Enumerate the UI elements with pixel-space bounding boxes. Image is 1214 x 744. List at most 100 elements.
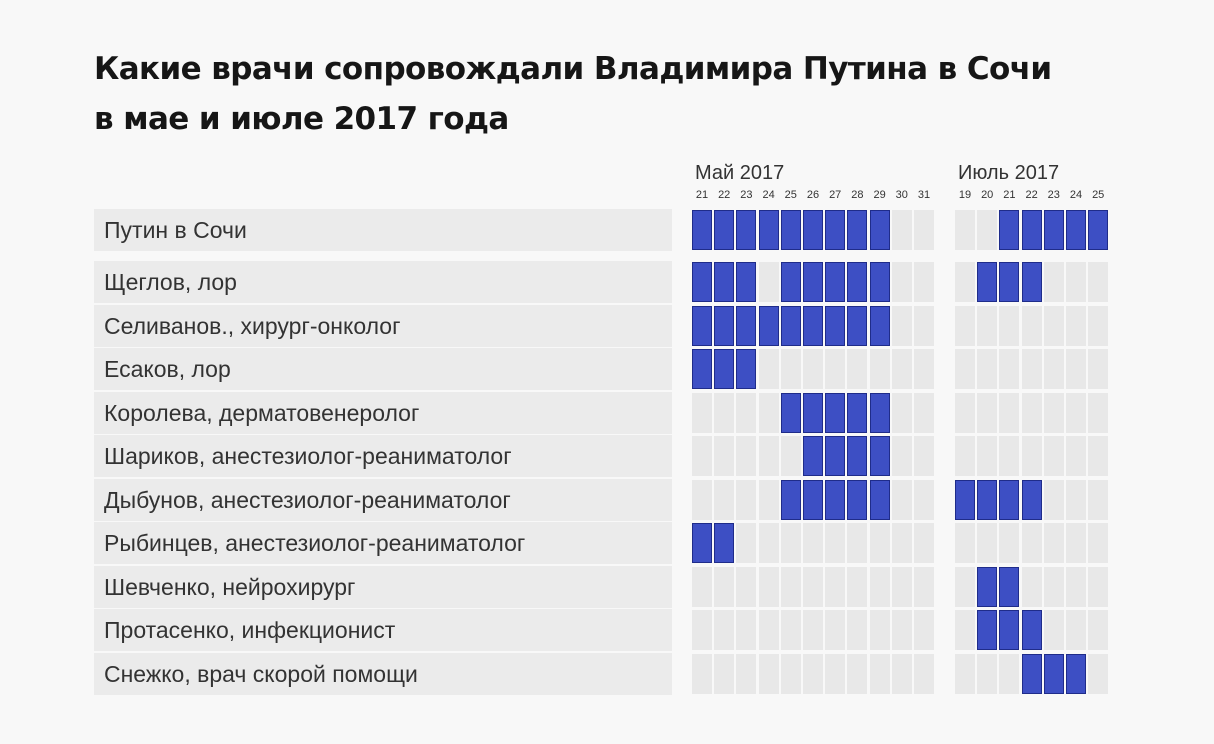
day-label: 25: [1092, 189, 1105, 201]
cell-present: [1021, 610, 1042, 650]
cell-absent: [977, 210, 998, 250]
cell-present: [692, 262, 712, 302]
cell-absent: [869, 653, 890, 694]
row-label: Шариков, анестезиолог-реаниматолог: [94, 435, 672, 477]
cell-absent: [1021, 392, 1042, 433]
cell-absent: [1066, 566, 1086, 607]
cell-absent: [999, 305, 1020, 346]
cell-absent: [977, 392, 998, 433]
day-label: 25: [784, 189, 797, 201]
cell-absent: [1088, 479, 1109, 520]
cell-absent: [977, 653, 998, 694]
day-label: 23: [1047, 189, 1060, 201]
cell-absent: [977, 523, 998, 563]
cell-present: [825, 262, 846, 302]
cell-absent: [780, 653, 801, 694]
month-label: Май 2017: [695, 162, 785, 184]
cell-absent: [714, 392, 735, 433]
cell-absent: [758, 262, 779, 302]
cell-absent: [847, 523, 868, 563]
row-label: Рыбинцев, анестезиолог-реаниматолог: [94, 522, 672, 564]
cell-present: [803, 210, 823, 250]
cell-absent: [1066, 392, 1086, 433]
cell-absent: [955, 305, 975, 346]
cell-absent: [758, 523, 779, 563]
cell-absent: [999, 436, 1020, 476]
cell-absent: [758, 610, 779, 650]
cell-present: [999, 610, 1020, 650]
cell-absent: [955, 392, 975, 433]
cell-absent: [758, 436, 779, 476]
cell-absent: [891, 349, 912, 389]
cell-present: [977, 479, 998, 520]
cell-present: [803, 479, 823, 520]
cell-absent: [1088, 566, 1109, 607]
cell-present: [869, 210, 890, 250]
cell-absent: [891, 210, 912, 250]
cell-absent: [758, 566, 779, 607]
cell-present: [736, 349, 757, 389]
day-label: 31: [917, 189, 931, 201]
cell-present: [825, 392, 846, 433]
day-label: 29: [873, 189, 886, 201]
cell-present: [825, 479, 846, 520]
cell-absent: [714, 653, 735, 694]
cell-absent: [955, 566, 975, 607]
cell-absent: [714, 610, 735, 650]
cell-absent: [758, 349, 779, 389]
cell-absent: [780, 436, 801, 476]
cell-absent: [692, 436, 712, 476]
chart-title-line-2: в мае и июле 2017 года: [94, 101, 509, 137]
cell-absent: [1043, 566, 1064, 607]
cell-absent: [914, 210, 934, 250]
cell-present: [780, 392, 801, 433]
day-label: 22: [1025, 189, 1038, 201]
cell-absent: [1021, 349, 1042, 389]
day-label: 23: [740, 189, 753, 201]
cell-absent: [1066, 349, 1086, 389]
cell-present: [736, 262, 757, 302]
cell-absent: [736, 479, 757, 520]
cell-absent: [869, 566, 890, 607]
cell-absent: [780, 610, 801, 650]
row-label: Шевченко, нейрохирург: [94, 565, 672, 608]
cell-absent: [977, 436, 998, 476]
cell-absent: [714, 479, 735, 520]
cell-absent: [869, 610, 890, 650]
cell-present: [1066, 210, 1086, 250]
cell-absent: [977, 305, 998, 346]
cell-absent: [869, 523, 890, 563]
cell-absent: [803, 653, 823, 694]
cell-absent: [1043, 305, 1064, 346]
cell-absent: [914, 305, 934, 346]
cell-absent: [891, 653, 912, 694]
cell-absent: [736, 436, 757, 476]
cell-absent: [869, 349, 890, 389]
cell-absent: [736, 392, 757, 433]
cell-absent: [1043, 392, 1064, 433]
cell-present: [803, 262, 823, 302]
cell-absent: [803, 523, 823, 563]
cell-absent: [914, 436, 934, 476]
cell-present: [1043, 210, 1064, 250]
cell-absent: [891, 566, 912, 607]
cell-absent: [736, 653, 757, 694]
row-label: Селиванов., хирург-онколог: [94, 304, 672, 347]
day-label: 30: [895, 189, 908, 201]
cell-present: [803, 392, 823, 433]
day-label: 19: [958, 189, 972, 201]
day-label: 27: [829, 189, 842, 201]
cell-absent: [780, 523, 801, 563]
cell-absent: [825, 523, 846, 563]
cell-absent: [999, 653, 1020, 694]
cell-present: [692, 210, 712, 250]
cell-present: [1021, 653, 1042, 694]
cell-absent: [914, 610, 934, 650]
cell-absent: [1088, 653, 1109, 694]
cell-absent: [955, 523, 975, 563]
cell-absent: [825, 653, 846, 694]
cell-present: [825, 305, 846, 346]
cell-absent: [914, 349, 934, 389]
cell-present: [803, 305, 823, 346]
cell-absent: [891, 262, 912, 302]
